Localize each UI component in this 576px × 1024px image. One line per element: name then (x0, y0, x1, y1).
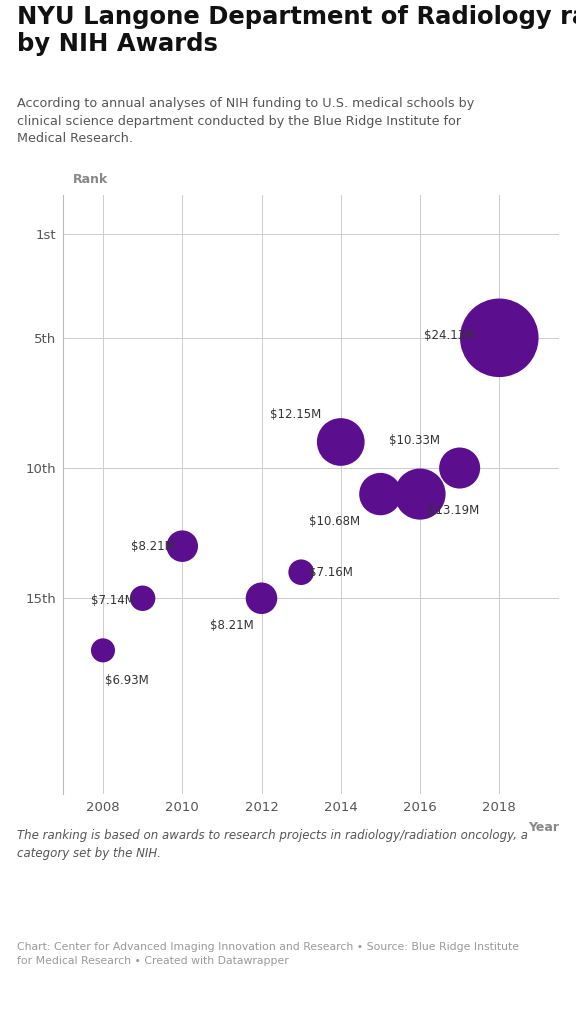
Point (297, 564, 306, 581)
Point (257, 590, 266, 606)
Text: $7.14M: $7.14M (91, 594, 135, 607)
Point (495, 330, 504, 346)
Text: NYU Langone Department of Radiology rank
by NIH Awards: NYU Langone Department of Radiology rank… (17, 5, 576, 56)
Point (98, 642, 108, 658)
Text: According to annual analyses of NIH funding to U.S. medical schools by
clinical : According to annual analyses of NIH fund… (17, 97, 475, 145)
Point (138, 590, 147, 606)
Text: $8.21M: $8.21M (131, 540, 175, 553)
Text: Rank: Rank (73, 173, 108, 185)
Text: $12.15M: $12.15M (270, 409, 321, 421)
Text: $24.13M: $24.13M (425, 329, 476, 342)
Text: $8.21M: $8.21M (210, 620, 253, 632)
Text: $6.93M: $6.93M (105, 674, 149, 687)
Text: $10.33M: $10.33M (389, 434, 440, 447)
Point (455, 460, 464, 476)
Point (415, 485, 425, 502)
Point (177, 538, 187, 554)
Text: The ranking is based on awards to research projects in radiology/radiation oncol: The ranking is based on awards to resear… (17, 829, 528, 860)
Point (376, 485, 385, 502)
Point (336, 434, 346, 451)
Text: $13.19M: $13.19M (428, 505, 479, 517)
Text: Year: Year (528, 820, 559, 834)
Text: Chart: Center for Advanced Imaging Innovation and Research • Source: Blue Ridge : Chart: Center for Advanced Imaging Innov… (17, 942, 520, 966)
Text: $10.68M: $10.68M (309, 515, 361, 528)
Text: $7.16M: $7.16M (309, 565, 353, 579)
